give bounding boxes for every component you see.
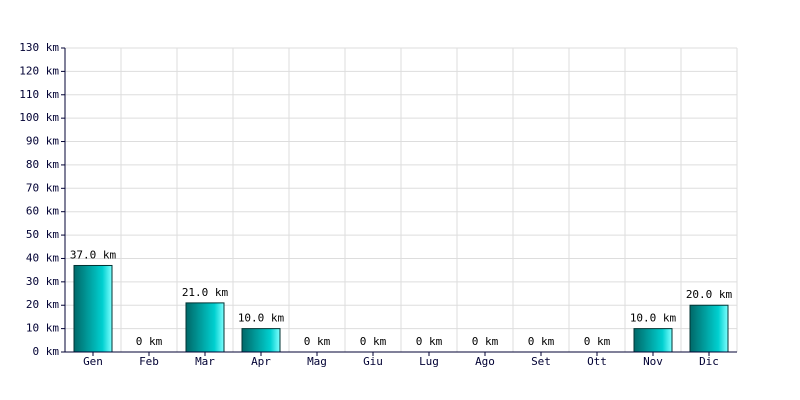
value-label: 20.0 km	[686, 288, 733, 301]
value-label: 0 km	[472, 335, 499, 348]
x-tick-label: Dic	[699, 355, 719, 368]
value-label: 0 km	[360, 335, 387, 348]
y-tick-label: 90 km	[26, 135, 59, 148]
bar	[185, 302, 225, 353]
value-label: 0 km	[304, 335, 331, 348]
y-tick-label: 20 km	[26, 298, 59, 311]
value-label: 21.0 km	[182, 286, 229, 299]
x-tick-label: Giu	[363, 355, 383, 368]
x-tick-label: Apr	[251, 355, 271, 368]
y-tick-label: 40 km	[26, 251, 59, 264]
bar	[241, 328, 281, 353]
bar	[633, 328, 673, 353]
y-tick-label: 120 km	[19, 64, 59, 77]
x-tick-label: Gen	[83, 355, 103, 368]
y-tick-label: 100 km	[19, 111, 59, 124]
y-tick-label: 10 km	[26, 322, 59, 335]
value-label: 10.0 km	[630, 312, 677, 325]
y-tick-label: 70 km	[26, 181, 59, 194]
value-label: 0 km	[136, 335, 163, 348]
y-tick-label: 0 km	[33, 345, 60, 358]
x-tick-label: Lug	[419, 355, 439, 368]
value-label: 0 km	[416, 335, 443, 348]
value-label: 0 km	[584, 335, 611, 348]
x-tick-label: Ago	[475, 355, 495, 368]
value-label: 0 km	[528, 335, 555, 348]
y-tick-label: 110 km	[19, 88, 59, 101]
x-tick-label: Mar	[195, 355, 215, 368]
x-tick-label: Mag	[307, 355, 327, 368]
y-tick-label: 30 km	[26, 275, 59, 288]
x-tick-label: Nov	[643, 355, 663, 368]
y-tick-label: 130 km	[19, 41, 59, 54]
bar	[73, 264, 113, 353]
y-tick-label: 60 km	[26, 205, 59, 218]
y-tick-label: 50 km	[26, 228, 59, 241]
x-tick-label: Set	[531, 355, 551, 368]
x-tick-label: Feb	[139, 355, 159, 368]
value-label: 10.0 km	[238, 312, 285, 325]
value-label: 37.0 km	[70, 248, 117, 261]
y-tick-label: 80 km	[26, 158, 59, 171]
bar	[689, 304, 729, 353]
x-tick-label: Ott	[587, 355, 607, 368]
